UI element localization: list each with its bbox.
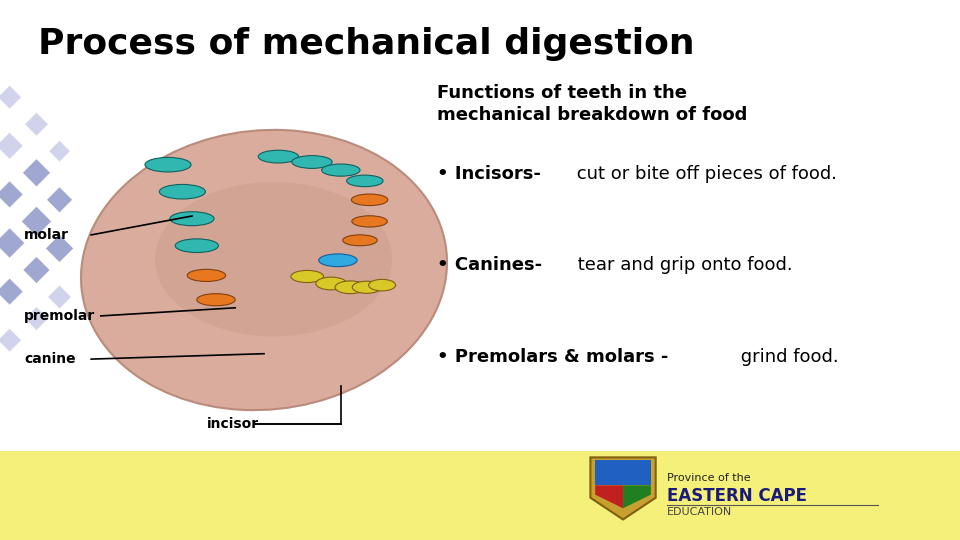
Text: • Canines-: • Canines- [437,256,542,274]
Text: incisor: incisor [206,417,258,431]
Ellipse shape [159,184,205,199]
Ellipse shape [369,279,396,291]
Ellipse shape [81,130,447,410]
Ellipse shape [352,216,388,227]
Text: Province of the: Province of the [667,473,751,483]
Ellipse shape [291,271,324,282]
Ellipse shape [145,158,191,172]
Ellipse shape [258,150,299,163]
Ellipse shape [319,254,357,267]
Ellipse shape [335,281,366,294]
Text: tear and grip onto food.: tear and grip onto food. [572,256,793,274]
Bar [0,451,960,540]
Polygon shape [22,159,51,187]
Text: cut or bite off pieces of food.: cut or bite off pieces of food. [571,165,837,183]
Text: Process of mechanical digestion: Process of mechanical digestion [38,27,695,61]
Ellipse shape [352,281,381,293]
Text: Functions of teeth in the
mechanical breakdown of food: Functions of teeth in the mechanical bre… [437,84,747,124]
Polygon shape [25,112,48,136]
Polygon shape [0,132,23,159]
Polygon shape [0,228,25,258]
Polygon shape [595,485,623,508]
Polygon shape [595,460,651,485]
Polygon shape [25,307,48,330]
Polygon shape [49,140,70,162]
Ellipse shape [156,182,393,336]
Text: premolar: premolar [24,309,95,323]
Polygon shape [0,328,21,352]
Ellipse shape [343,235,377,246]
Polygon shape [0,85,21,109]
Polygon shape [21,206,52,237]
Ellipse shape [316,277,347,290]
Text: molar: molar [24,228,69,242]
Text: grind food.: grind food. [735,348,839,366]
Ellipse shape [347,175,383,187]
Ellipse shape [351,194,388,206]
Polygon shape [45,234,74,262]
Polygon shape [623,485,651,508]
Text: • Incisors-: • Incisors- [437,165,540,183]
Polygon shape [0,278,23,305]
Text: EDUCATION: EDUCATION [667,507,732,517]
Ellipse shape [322,164,360,176]
Polygon shape [48,285,71,309]
Ellipse shape [292,156,332,168]
Polygon shape [46,187,73,213]
Polygon shape [0,181,23,208]
Polygon shape [590,457,656,519]
Polygon shape [23,256,50,284]
Text: canine: canine [24,352,76,366]
Text: EASTERN CAPE: EASTERN CAPE [667,487,807,505]
Ellipse shape [187,269,226,281]
Ellipse shape [197,294,235,306]
Ellipse shape [170,212,214,226]
Text: • Premolars & molars -: • Premolars & molars - [437,348,668,366]
Ellipse shape [175,239,218,253]
